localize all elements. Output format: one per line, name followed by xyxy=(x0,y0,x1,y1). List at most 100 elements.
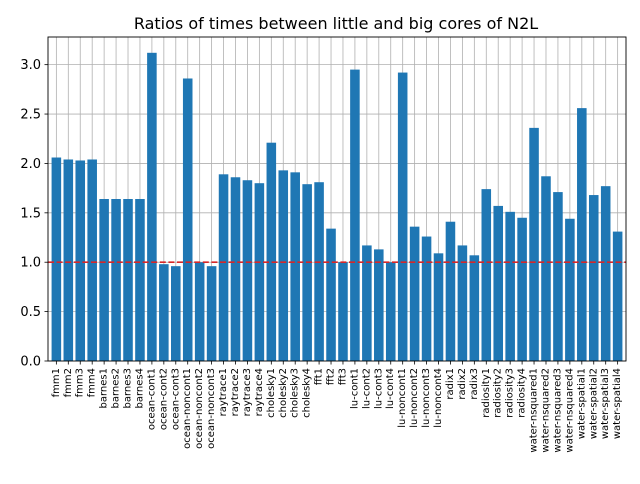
bar xyxy=(612,231,623,361)
x-tick-label: lu-cont4 xyxy=(385,368,396,409)
x-tick-label: water-nsquared4 xyxy=(564,368,575,453)
x-tick-label: lu-cont1 xyxy=(349,368,360,409)
x-tick-label: ocean-noncont3 xyxy=(206,368,217,449)
bars xyxy=(51,52,623,362)
bar xyxy=(362,245,372,361)
bar xyxy=(541,176,551,361)
x-tick-label: ocean-cont1 xyxy=(146,368,157,430)
x-tick-label: barnes1 xyxy=(99,368,110,408)
x-tick-label: lu-noncont3 xyxy=(421,368,432,428)
x-tick-label: ocean-noncont2 xyxy=(194,368,205,449)
bar xyxy=(87,159,97,361)
x-tick-label: water-spatial3 xyxy=(600,368,611,439)
x-tick-label: lu-noncont1 xyxy=(397,368,408,428)
bar xyxy=(493,205,503,361)
x-tick-label: lu-noncont2 xyxy=(409,368,420,428)
bar xyxy=(505,211,515,361)
y-tick-label: 0.5 xyxy=(20,305,41,320)
bar xyxy=(99,199,109,361)
x-tick-label: fft1 xyxy=(314,368,325,385)
bar xyxy=(481,189,492,361)
x-tick-label: lu-cont2 xyxy=(361,368,372,409)
bar xyxy=(469,255,480,361)
x-tick-label: radiosity4 xyxy=(517,368,528,418)
bar xyxy=(409,226,420,361)
bar xyxy=(206,266,217,361)
bar xyxy=(397,72,408,361)
x-tick-label: fmm3 xyxy=(75,368,86,397)
bar xyxy=(278,170,289,361)
x-tick-label: fft2 xyxy=(326,368,337,385)
x-tick-label: cholesky4 xyxy=(302,368,313,418)
x-tick-label: raytrace1 xyxy=(218,368,229,416)
bar xyxy=(350,69,360,361)
bar xyxy=(218,174,229,361)
bar xyxy=(565,218,575,361)
x-tick-label: water-nsquared3 xyxy=(552,368,563,453)
bar xyxy=(111,199,121,361)
bar xyxy=(577,108,587,361)
bar xyxy=(147,52,157,362)
x-tick-label: lu-noncont4 xyxy=(433,368,444,428)
bar xyxy=(326,228,336,361)
x-tick-label: barnes3 xyxy=(123,368,134,408)
bar xyxy=(338,262,348,361)
y-axis-ticks: 0.0 0.5 1.0 1.5 2.0 2.5 3.0 xyxy=(20,58,48,370)
x-axis-ticks: fmm1 fmm2 fmm3 fmm4 barnes1 barnes2 barnes3 bar… xyxy=(51,361,623,453)
x-tick-label: radiosity1 xyxy=(481,368,492,418)
bar xyxy=(314,182,324,361)
x-tick-label: radix1 xyxy=(445,368,456,400)
x-tick-label: water-nsquared2 xyxy=(540,368,551,453)
bar xyxy=(182,78,193,362)
bar xyxy=(123,199,133,361)
bar xyxy=(171,266,181,361)
bar xyxy=(159,264,169,361)
bar xyxy=(553,192,563,361)
x-tick-label: cholesky1 xyxy=(266,368,277,418)
bar xyxy=(230,177,241,361)
y-tick-label: 3.0 xyxy=(20,58,41,73)
bar xyxy=(242,180,253,361)
bar xyxy=(529,127,539,361)
x-tick-label: cholesky3 xyxy=(290,368,301,418)
x-tick-label: water-nsquared1 xyxy=(529,368,540,453)
bar xyxy=(517,217,527,361)
bar xyxy=(266,142,277,361)
bar xyxy=(588,195,599,361)
bar xyxy=(51,157,62,361)
bar xyxy=(194,262,205,361)
x-tick-label: radix2 xyxy=(457,368,468,400)
x-tick-label: fmm2 xyxy=(63,368,74,397)
bar xyxy=(254,183,265,361)
x-tick-label: raytrace3 xyxy=(242,368,253,416)
bar xyxy=(63,159,74,361)
bar xyxy=(374,249,384,361)
plot-frame xyxy=(47,36,627,362)
x-tick-label: radiosity2 xyxy=(493,368,504,418)
y-tick-label: 0.0 xyxy=(20,355,41,370)
bar xyxy=(385,262,396,361)
x-tick-label: ocean-cont2 xyxy=(158,368,169,430)
y-tick-label: 1.0 xyxy=(20,256,41,271)
x-tick-label: barnes4 xyxy=(134,368,145,408)
x-tick-label: fmm4 xyxy=(87,368,98,397)
x-tick-label: barnes2 xyxy=(111,368,122,408)
x-tick-label: ocean-cont3 xyxy=(170,368,181,430)
bar xyxy=(302,184,312,361)
x-tick-label: radix3 xyxy=(469,368,480,400)
bar xyxy=(433,253,444,361)
y-tick-label: 1.5 xyxy=(20,206,41,221)
x-tick-label: ocean-noncont1 xyxy=(182,368,193,449)
bar xyxy=(445,221,456,361)
bar xyxy=(290,172,300,361)
bar xyxy=(421,236,432,361)
bar xyxy=(457,245,468,361)
x-tick-label: fmm1 xyxy=(51,368,62,397)
bar xyxy=(135,199,145,361)
x-tick-label: lu-cont3 xyxy=(373,368,384,409)
x-tick-label: water-spatial1 xyxy=(576,368,587,439)
x-tick-label: raytrace4 xyxy=(254,368,265,416)
x-tick-label: water-spatial4 xyxy=(612,368,623,439)
